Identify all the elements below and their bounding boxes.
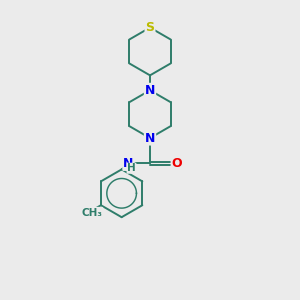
- Text: O: O: [172, 157, 182, 170]
- Text: N: N: [123, 157, 134, 170]
- Text: CH₃: CH₃: [81, 208, 102, 218]
- Text: H: H: [127, 163, 136, 173]
- Text: S: S: [146, 21, 154, 34]
- Text: N: N: [145, 84, 155, 97]
- Text: N: N: [145, 132, 155, 145]
